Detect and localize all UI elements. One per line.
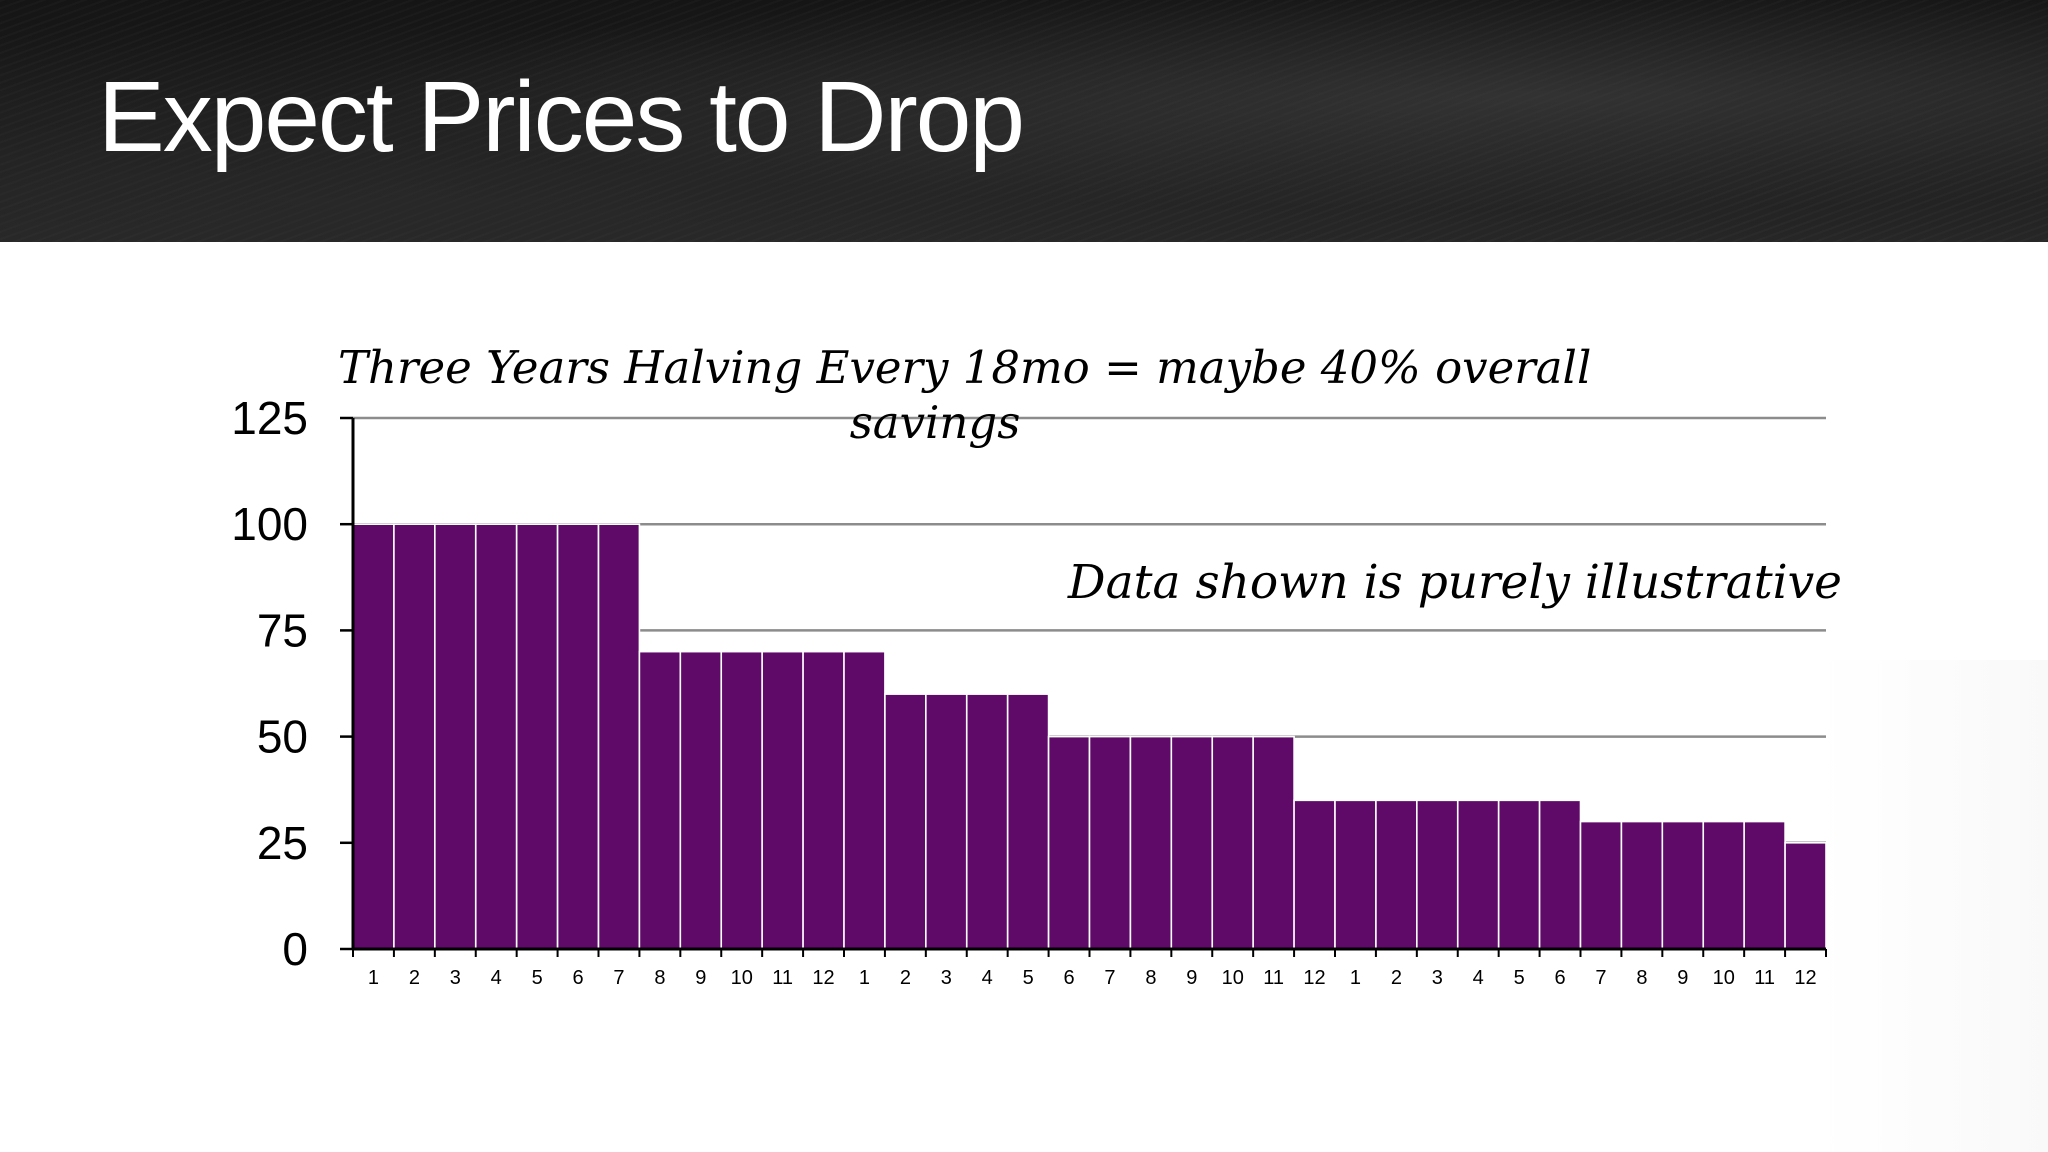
bar <box>1456 799 1500 950</box>
bar <box>1293 799 1336 950</box>
bar <box>1129 735 1173 950</box>
bar <box>884 693 927 950</box>
x-tick-label: 6 <box>1554 967 1565 989</box>
x-tick-label: 12 <box>812 967 834 989</box>
bar <box>1416 799 1459 950</box>
x-tick-label: 11 <box>772 967 793 989</box>
x-tick-label: 4 <box>1473 967 1484 989</box>
x-tick-label: 9 <box>695 967 706 989</box>
x-tick-label: 11 <box>1263 967 1284 989</box>
x-tick-label: 7 <box>1595 967 1606 989</box>
corner-shade <box>1818 660 2048 1152</box>
y-tick-label: 75 <box>257 604 308 656</box>
x-tick-label: 4 <box>982 967 993 989</box>
x-tick-label: 7 <box>1104 967 1115 989</box>
bar <box>1334 799 1377 950</box>
x-tick-label: 3 <box>941 967 952 989</box>
bar <box>393 523 436 950</box>
bar <box>925 693 968 950</box>
bar <box>1088 735 1132 950</box>
axes <box>340 416 1827 957</box>
bar <box>1661 820 1705 950</box>
x-tick-label: 3 <box>1432 967 1443 989</box>
x-tick-label: 10 <box>731 967 753 989</box>
y-tick-label: 25 <box>257 817 308 869</box>
x-tick-label: 12 <box>1303 967 1325 989</box>
y-tick-labels: 0 25 50 75 100 125 <box>231 392 308 975</box>
x-tick-label: 9 <box>1186 967 1197 989</box>
x-tick-label: 8 <box>654 967 665 989</box>
slide-title: Expect Prices to Drop <box>98 61 1025 173</box>
x-tick-label: 2 <box>900 967 911 989</box>
x-tick-label: 4 <box>491 967 502 989</box>
bar <box>1375 799 1418 950</box>
x-tick-label: 9 <box>1677 967 1688 989</box>
bar <box>638 650 682 950</box>
bar <box>1620 820 1664 950</box>
bar <box>597 523 641 950</box>
bar <box>515 523 559 950</box>
x-tick-label: 1 <box>368 967 379 989</box>
x-tick-label: 2 <box>409 967 420 989</box>
bar <box>352 523 395 950</box>
x-tick-label: 6 <box>572 967 583 989</box>
x-tick-label: 2 <box>1391 967 1402 989</box>
bar <box>1743 820 1786 950</box>
bar <box>679 650 723 950</box>
x-tick-label: 1 <box>1350 967 1361 989</box>
chart-title-line-1: Three Years Halving Every 18mo = maybe 4… <box>338 341 1591 394</box>
x-tick-label: 3 <box>450 967 461 989</box>
bar <box>1538 799 1582 950</box>
x-tick-label: 5 <box>532 967 543 989</box>
x-tick-label: 8 <box>1636 967 1647 989</box>
y-tick-label: 100 <box>231 498 308 550</box>
bars <box>352 523 1827 950</box>
bar <box>1211 735 1254 950</box>
x-tick-label: 10 <box>1713 967 1735 989</box>
x-tick-label: 5 <box>1023 967 1034 989</box>
x-tick-label: 6 <box>1063 967 1074 989</box>
y-tick-label: 0 <box>282 923 308 975</box>
bar <box>965 693 1009 950</box>
bar <box>1252 735 1295 950</box>
bar <box>802 650 845 950</box>
bar <box>1579 820 1623 950</box>
bar <box>720 650 763 950</box>
bar <box>1497 799 1541 950</box>
x-tick-label: 7 <box>613 967 624 989</box>
bar <box>1170 735 1214 950</box>
bar <box>434 523 477 950</box>
x-tick-label: 1 <box>859 967 870 989</box>
bar <box>761 650 804 950</box>
x-tick-label: 12 <box>1794 967 1816 989</box>
header-band <box>0 0 2048 242</box>
x-tick-label: 5 <box>1514 967 1525 989</box>
bar <box>556 523 600 950</box>
bar <box>474 523 518 950</box>
bar <box>843 650 886 950</box>
chart-title-line-2: savings <box>850 396 1021 449</box>
y-tick-label: 50 <box>257 711 308 763</box>
bar <box>1702 820 1745 950</box>
bar <box>1784 841 1827 950</box>
x-tick-labels: 1 2 3 4 5 6 7 8 9 10 11 12 1 2 3 4 5 6 7 8 9 10 11 12 1 2 3 4 5 6 7 8 9 1… <box>368 967 1817 989</box>
bar <box>1047 735 1091 950</box>
y-tick-label: 125 <box>231 392 308 444</box>
x-tick-label: 10 <box>1222 967 1244 989</box>
bar <box>1006 693 1050 950</box>
illustrative-note: Data shown is purely illustrative <box>1067 555 1842 610</box>
x-tick-label: 11 <box>1754 967 1775 989</box>
x-tick-label: 8 <box>1145 967 1156 989</box>
